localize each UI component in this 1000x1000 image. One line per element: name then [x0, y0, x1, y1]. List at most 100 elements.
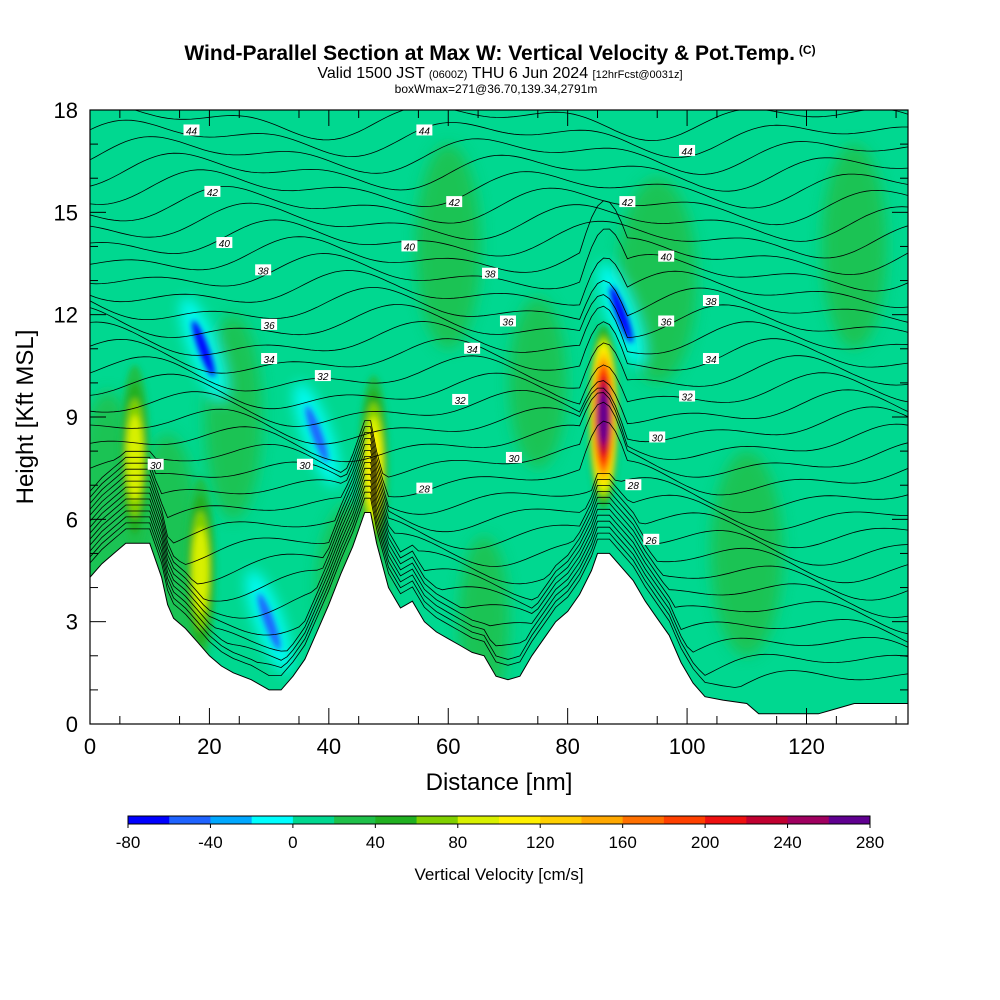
- colorbar-swatch: [416, 816, 459, 824]
- theta-label-text: 44: [682, 147, 694, 158]
- theta-label: 36: [261, 318, 278, 332]
- x-tick-label: 120: [788, 734, 825, 759]
- valid-prefix: Valid 1500 JST: [317, 65, 425, 82]
- colorbar-swatch: [622, 816, 665, 824]
- colorbar: -80 -40 0 40 80 120 160 200 240 280: [116, 815, 884, 852]
- theta-isoline: [90, 401, 908, 478]
- colorbar-swatch: [663, 816, 706, 824]
- theta-label-text: 28: [627, 481, 640, 492]
- colorbar-tick-label: -80: [116, 833, 141, 852]
- theta-isoline: [90, 450, 908, 567]
- theta-label: 30: [505, 451, 522, 465]
- theta-label-text: 34: [705, 355, 717, 366]
- x-tick-label: 20: [197, 734, 221, 759]
- y-tick-label: 15: [54, 200, 78, 225]
- colorbar-swatch: [210, 816, 253, 824]
- theta-label-text: 36: [264, 321, 276, 332]
- x-axis-title: Distance [nm]: [426, 769, 573, 796]
- theta-label: 30: [296, 458, 313, 472]
- colorbar-swatch: [292, 816, 335, 824]
- theta-label-text: 44: [419, 126, 431, 137]
- theta-isoline: [90, 200, 908, 276]
- y-tick-label: 18: [54, 98, 78, 123]
- colorbar-tick-label: 200: [691, 833, 719, 852]
- colorbar-swatch: [375, 816, 418, 824]
- forecast-info: [12hrFcst@0031z]: [592, 69, 683, 81]
- copyright-mark: (C): [798, 43, 816, 57]
- colorbar-swatch: [787, 816, 830, 824]
- downdraft-core: [305, 405, 329, 463]
- theta-isoline: [90, 169, 908, 209]
- theta-isoline: [90, 342, 908, 392]
- colorbar-tick-label: 80: [448, 833, 467, 852]
- colorbar-swatch: [705, 816, 747, 824]
- colorbar-tick-label: 40: [366, 833, 385, 852]
- colorbar-swatch: [581, 816, 624, 824]
- x-tick-label: 100: [669, 734, 706, 759]
- theta-label-text: 40: [661, 253, 673, 264]
- y-tick-label: 0: [66, 712, 78, 737]
- theta-isoline: [90, 491, 908, 676]
- updraft-core: [598, 390, 609, 444]
- terrain: [90, 512, 908, 724]
- theta-label: 36: [658, 315, 675, 328]
- theta-label: 34: [702, 353, 719, 366]
- theta-label: 34: [261, 353, 278, 366]
- theta-label: 42: [619, 196, 636, 209]
- theta-label: 30: [649, 431, 666, 444]
- colorbar-tick-label: 160: [608, 833, 636, 852]
- theta-label-text: 40: [219, 239, 231, 250]
- theta-isoline: [90, 467, 908, 619]
- downdraft-core: [192, 320, 215, 378]
- theta-label-text: 42: [622, 198, 634, 209]
- theta-label: 36: [499, 315, 516, 328]
- theta-label-text: 30: [150, 461, 162, 472]
- theta-label-text: 32: [455, 396, 467, 407]
- colorbar-tick-label: 0: [288, 833, 297, 852]
- colorbar-swatch: [828, 816, 871, 824]
- colorbar-swatch: [251, 816, 294, 824]
- valid-time-line: Valid 1500 JST (0600Z) THU 6 Jun 2024 [1…: [0, 66, 1000, 83]
- y-tick-label: 12: [54, 303, 78, 328]
- theta-isoline: [90, 497, 908, 688]
- x-tick-label: 40: [317, 734, 341, 759]
- theta-label: 38: [482, 267, 499, 281]
- theta-label: 28: [416, 482, 433, 496]
- colorbar-swatch: [334, 816, 376, 824]
- downdraft-core: [610, 286, 633, 343]
- theta-isoline: [90, 136, 908, 175]
- theta-isoline: [90, 380, 908, 427]
- colorbar-swatch: [746, 816, 789, 824]
- theta-label-text: 38: [484, 270, 496, 281]
- theta-isoline: [90, 228, 908, 292]
- theta-labels: 44 44 44 42 42 42 40 40 40 38 38 38 36 36 36 34 34 34 32 32…: [147, 124, 719, 547]
- y-axis-title: Height [Kft MSL]: [12, 330, 39, 505]
- theta-isoline: [90, 485, 908, 661]
- theta-label: 34: [464, 342, 481, 356]
- theta-label: 40: [658, 250, 675, 264]
- colorbar-tick-label: -40: [198, 833, 223, 852]
- colorbar-swatch: [128, 816, 170, 824]
- colorbar-tick-label: 280: [856, 833, 884, 852]
- colorbar-swatch: [457, 816, 500, 824]
- theta-isoline: [90, 294, 908, 339]
- theta-isoline: [90, 186, 908, 226]
- colorbar-swatch: [169, 816, 211, 824]
- colorbar-swatch: [540, 816, 582, 824]
- theta-isoline: [90, 456, 908, 585]
- colorbar-title: Vertical Velocity [cm/s]: [414, 865, 583, 884]
- theta-label: 38: [702, 295, 719, 308]
- theta-label: 40: [216, 237, 233, 250]
- theta-label-text: 38: [258, 266, 270, 277]
- valid-date: THU 6 Jun 2024: [471, 65, 589, 82]
- theta-label: 28: [625, 479, 642, 492]
- colorbar-frame: [127, 815, 871, 825]
- theta-label-text: 44: [186, 126, 198, 137]
- theta-label-text: 42: [207, 188, 219, 199]
- theta-label-text: 30: [652, 433, 664, 444]
- colorbar-swatch: [499, 816, 541, 824]
- theta-isoline: [90, 257, 908, 308]
- theta-contours: [90, 110, 908, 688]
- theta-label: 32: [679, 390, 696, 404]
- theta-isoline: [133, 110, 908, 142]
